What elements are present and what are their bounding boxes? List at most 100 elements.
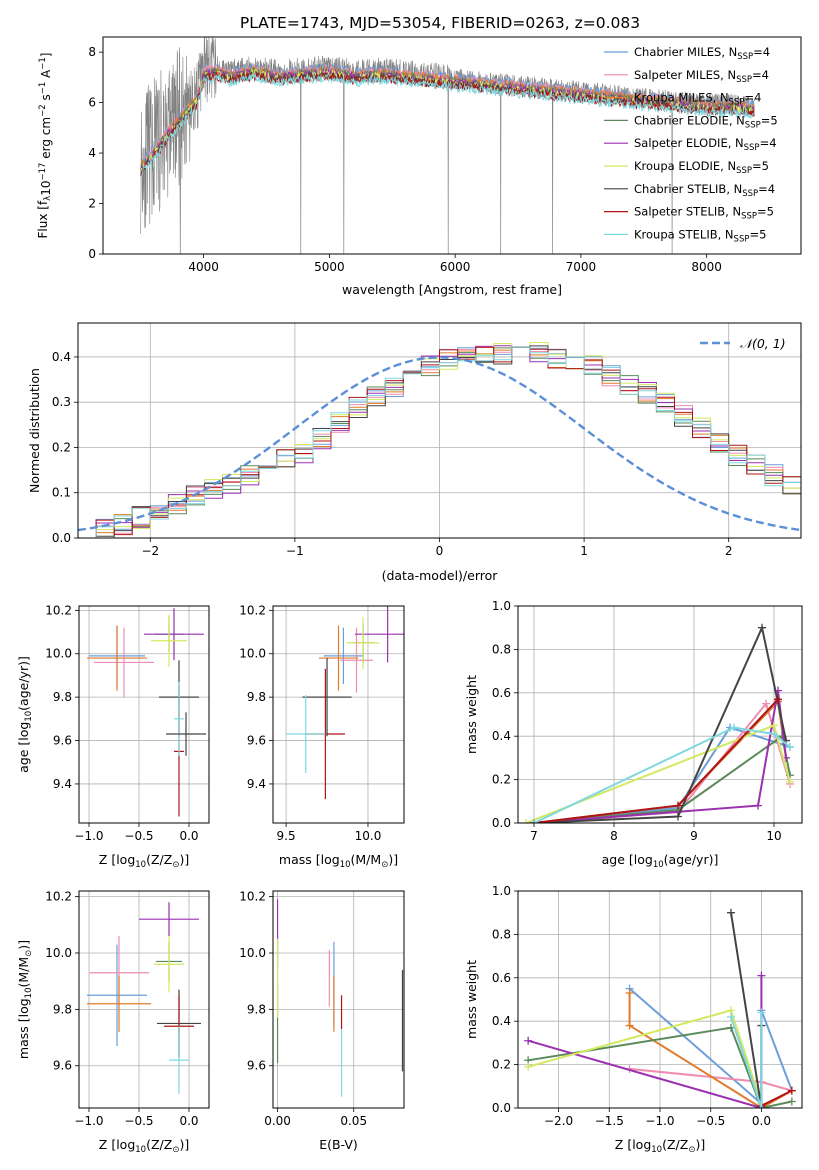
- spectrum-ytick-label: 8: [88, 45, 96, 59]
- label-part: )]: [179, 852, 189, 867]
- gaussian-legend-label: 𝒩(0, 1): [740, 336, 786, 351]
- mass_vs_ebv-ytick-label: 9.8: [247, 1002, 266, 1016]
- spectrum-ytick-label: 2: [88, 197, 96, 211]
- label-part: 10: [135, 1145, 146, 1155]
- age_vs_Z-plot-area: [87, 608, 206, 817]
- label-part: (Z/Z: [146, 1137, 172, 1152]
- mass_vs_Z-point: [87, 944, 147, 1046]
- label-part: erg cm: [39, 117, 53, 163]
- label-part: −1: [38, 57, 48, 70]
- weight_vs_Z-xtick-label: 0.0: [752, 1114, 771, 1128]
- spectrum-ytick-label: 6: [88, 96, 96, 110]
- residuals-xtick-label: −2: [141, 544, 159, 558]
- spectrum-xtick-label: 7000: [566, 260, 597, 274]
- age_vs_Z-xtick-label: −1.0: [74, 829, 103, 843]
- spectrum-xlabel: wavelength [Angstrom, rest frame]: [342, 282, 562, 297]
- age_vs_Z-ytick-label: 9.8: [53, 690, 72, 704]
- mass_vs_Z-point: [139, 902, 199, 937]
- age_vs_mass-xtick-label: 10.0: [355, 829, 382, 843]
- mass-weight-line: [527, 1026, 793, 1108]
- age_vs_mass-ytick-label: 9.6: [247, 734, 266, 748]
- mass-weight-line: [533, 726, 791, 823]
- mass_vs_Z-xlabel: Z [log10(Z/Z⊙)]: [99, 1137, 189, 1155]
- weight_vs_Z-axes: −2.0 −1.5 −1.0 −0.5 0.0 0.0 0.2 0.4 0.6 0.8 1.0: [492, 884, 803, 1128]
- label-part: ⊙: [172, 1145, 179, 1155]
- age_vs_Z-ytick-label: 9.6: [53, 734, 72, 748]
- residuals-ytick-label: 0.4: [52, 350, 71, 364]
- label-part: −17: [38, 163, 48, 181]
- label-part: =4: [760, 136, 777, 150]
- spectrum-ytick-label: 4: [88, 146, 96, 160]
- mass_vs_ebv-spines: [272, 890, 405, 1109]
- age_vs_Z-point: [144, 608, 204, 661]
- label-part: Salpeter ELODIE, N: [634, 136, 744, 150]
- age_vs_mass-plot-area: [286, 606, 404, 800]
- mass-weight-marker: [770, 721, 778, 730]
- mass_vs_Z-ytick-label: 10.0: [45, 946, 72, 960]
- label-part: ⊙: [381, 860, 388, 870]
- mass_vs_ebv-xtick-label: 0.05: [340, 1114, 367, 1128]
- weight_vs_age-plot-area: [522, 623, 794, 823]
- mass-weight-marker: [787, 1097, 796, 1106]
- label-part: Kroupa MILES, N: [634, 91, 729, 105]
- label-part: =4: [752, 68, 769, 82]
- label-part: =5: [752, 159, 769, 173]
- weight_vs_Z-plot-area: [524, 908, 796, 1108]
- spectrum-frame: 4000 5000 6000 7000 8000 0 2 4 6 8: [88, 36, 802, 274]
- mass_vs_Z-frame: −1.0 −0.5 0.0 9.6 9.8 10.0 10.2: [45, 890, 210, 1128]
- residuals-ytick-label: 0.3: [52, 395, 71, 409]
- weight_vs_age-frame: 7 8 9 10 0.0 0.2 0.4 0.6 0.8 1.0: [492, 599, 803, 843]
- label-part: SSP: [741, 212, 757, 222]
- label-part: =4: [744, 91, 761, 105]
- residuals-ytick-label: 0.0: [52, 531, 71, 545]
- residuals-xtick-label: 1: [580, 544, 588, 558]
- spectrum-plot-area: [140, 37, 755, 254]
- mass_vs_Z-xtick-label: 0.0: [179, 1114, 198, 1128]
- residuals-ytick-label: 0.1: [52, 486, 71, 500]
- mass_vs_Z-ylabel: mass [log10(M/M⊙)]: [16, 940, 34, 1059]
- spectrum-ylabel: Flux [fλ10−17 erg cm−2 s−1 A−1]: [36, 53, 53, 239]
- label-part: SSP: [734, 234, 750, 244]
- label-part: 10: [651, 1145, 662, 1155]
- mass-weight-marker: [758, 623, 766, 632]
- label-part: (Z/Z: [146, 852, 172, 867]
- residuals-xtick-label: 2: [725, 544, 733, 558]
- label-part: )]: [16, 940, 31, 950]
- age_vs_Z-axes: −1.0 −0.5 0.0 9.4 9.6 9.8 10.0 10.2: [45, 603, 210, 843]
- weight_vs_age-xtick-label: 10: [766, 829, 781, 843]
- weight_vs_age-ytick-label: 0.8: [492, 642, 511, 656]
- weight_vs_age-xtick-label: 9: [690, 829, 698, 843]
- legend-entry: Chabrier STELIB, NSSP=4: [634, 182, 775, 199]
- label-part: ⊙: [24, 950, 34, 957]
- label-part: mass [log: [279, 852, 340, 867]
- legend-entry: Kroupa STELIB, NSSP=5: [634, 227, 766, 244]
- age_vs_mass-xtick-label: 9.5: [277, 829, 296, 843]
- weight_vs_Z-xtick-label: −2.0: [544, 1114, 573, 1128]
- mass-weight-marker: [770, 730, 778, 739]
- weight_vs_age-ytick-label: 0.2: [492, 773, 511, 787]
- gaussian-curve: [78, 356, 801, 532]
- mass-weight-marker: [757, 1008, 766, 1017]
- label-part: ]: [39, 53, 53, 58]
- spectrum-ytick-label: 0: [88, 247, 96, 261]
- label-part: 10: [39, 181, 53, 196]
- label-part: ⊙: [172, 860, 179, 870]
- age_vs_Z-xtick-label: −0.5: [124, 829, 153, 843]
- label-part: ⊙: [688, 1145, 695, 1155]
- residuals-xtick-label: 0: [436, 544, 444, 558]
- spectrum-xtick-label: 4000: [188, 260, 219, 274]
- mass_vs_Z-point: [87, 975, 151, 1032]
- age_vs_mass-point: [354, 606, 404, 663]
- age_vs_Z-point: [94, 627, 154, 698]
- residuals-plot-area: [78, 342, 801, 538]
- mass_vs_ebv-ytick-label: 10.2: [239, 890, 266, 904]
- mass_vs_Z-plot-area: [87, 902, 201, 1094]
- label-part: Salpeter STELIB, N: [634, 205, 741, 219]
- label-part: )]: [695, 1137, 705, 1152]
- residual-histogram-step: [78, 342, 801, 538]
- age_vs_mass-ytick-label: 9.8: [247, 690, 266, 704]
- weight_vs_Z-ytick-label: 0.0: [492, 1101, 511, 1115]
- weight_vs_Z-xtick-label: −1.5: [595, 1114, 624, 1128]
